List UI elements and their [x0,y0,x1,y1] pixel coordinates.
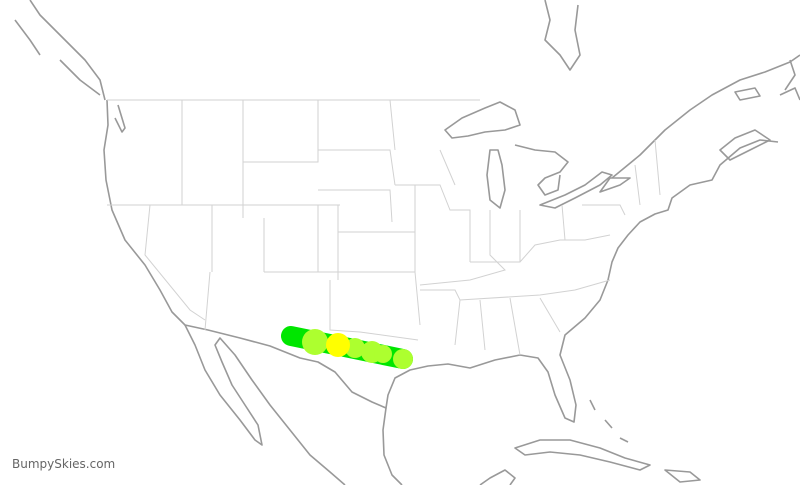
turbulence-marker-light [302,329,328,355]
canada-west-coast [14,0,126,133]
canada-east-coast [544,0,800,179]
great-lakes [444,101,631,209]
state-borders [107,99,661,356]
caribbean-islands [514,399,701,483]
flight-route [281,326,413,369]
turbulence-marker-light [345,338,365,358]
turbulence-marker-light [374,345,392,363]
turbulence-marker-moderate [326,333,350,357]
brand-watermark: BumpySkies.com [12,457,116,471]
coastlines [14,0,800,485]
turbulence-marker-light [393,349,413,369]
us-coastline [103,99,779,423]
mexico-coast [184,324,516,485]
